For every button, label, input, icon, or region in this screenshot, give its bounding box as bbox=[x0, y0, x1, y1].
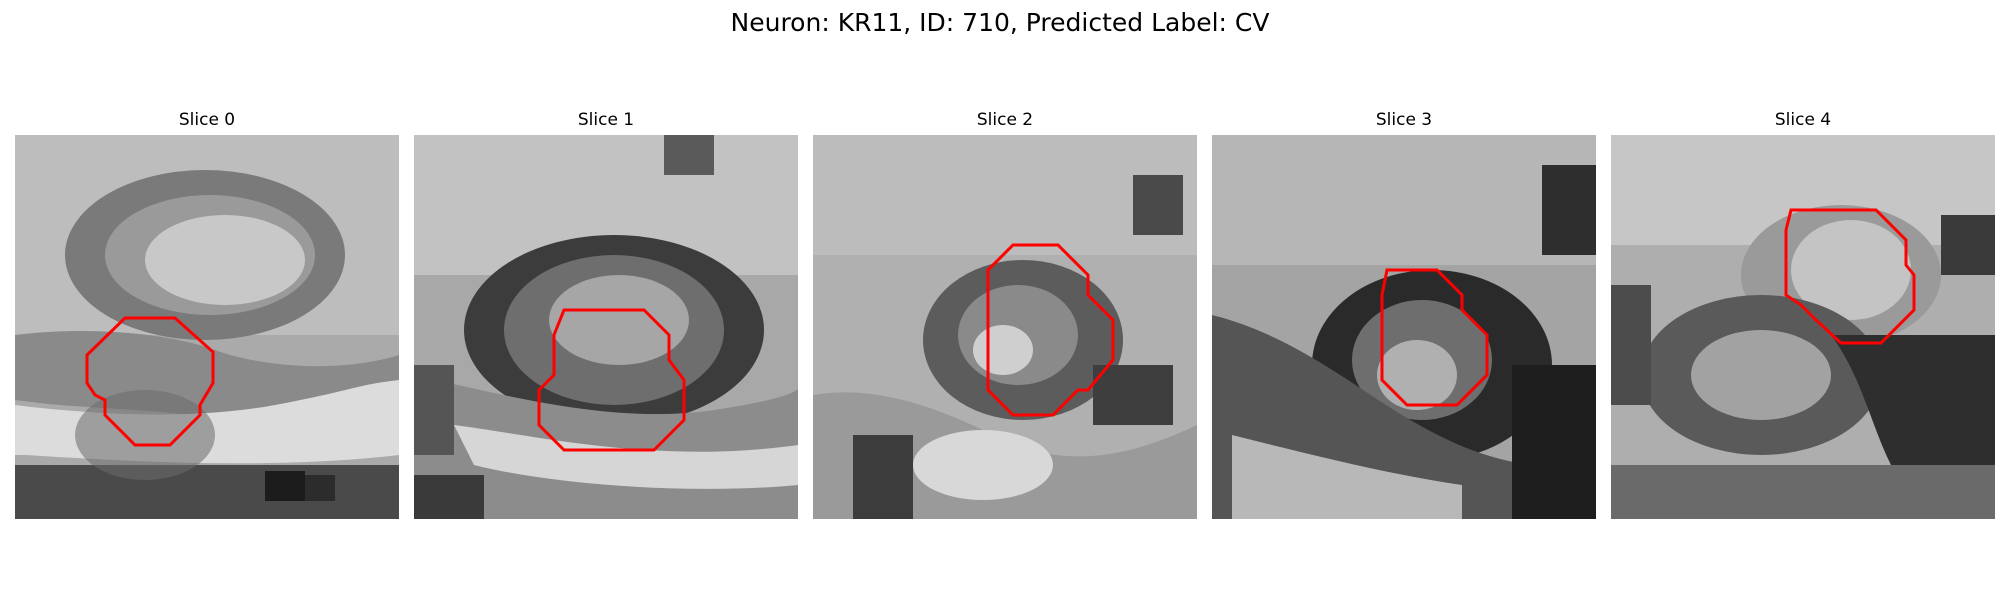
slice-title-3: Slice 3 bbox=[1375, 110, 1433, 130]
slice-panel-1: Slice 1 bbox=[414, 108, 798, 519]
slice-panel-2: Slice 2 bbox=[813, 108, 1197, 519]
slice-title-2: Slice 2 bbox=[976, 110, 1034, 130]
slice-image-0 bbox=[15, 135, 399, 519]
slice-panel-4: Slice 4 bbox=[1611, 108, 1995, 519]
slice-image-1 bbox=[414, 135, 798, 519]
figure-title: Neuron: KR11, ID: 710, Predicted Label: … bbox=[730, 8, 1270, 37]
slice-title-0: Slice 0 bbox=[178, 110, 236, 130]
roi-outline-4 bbox=[1784, 208, 1916, 345]
slice-title-4: Slice 4 bbox=[1774, 110, 1832, 130]
slice-title-1: Slice 1 bbox=[577, 110, 635, 130]
roi-outline-3 bbox=[1380, 268, 1489, 407]
slice-panel-0: Slice 0 bbox=[15, 108, 399, 519]
slice-image-4 bbox=[1611, 135, 1995, 519]
slice-panel-3: Slice 3 bbox=[1212, 108, 1596, 519]
roi-outline-2 bbox=[986, 243, 1115, 417]
slice-image-2 bbox=[813, 135, 1197, 519]
roi-outline-0 bbox=[85, 316, 215, 447]
slice-image-3 bbox=[1212, 135, 1596, 519]
roi-outline-1 bbox=[537, 308, 686, 452]
